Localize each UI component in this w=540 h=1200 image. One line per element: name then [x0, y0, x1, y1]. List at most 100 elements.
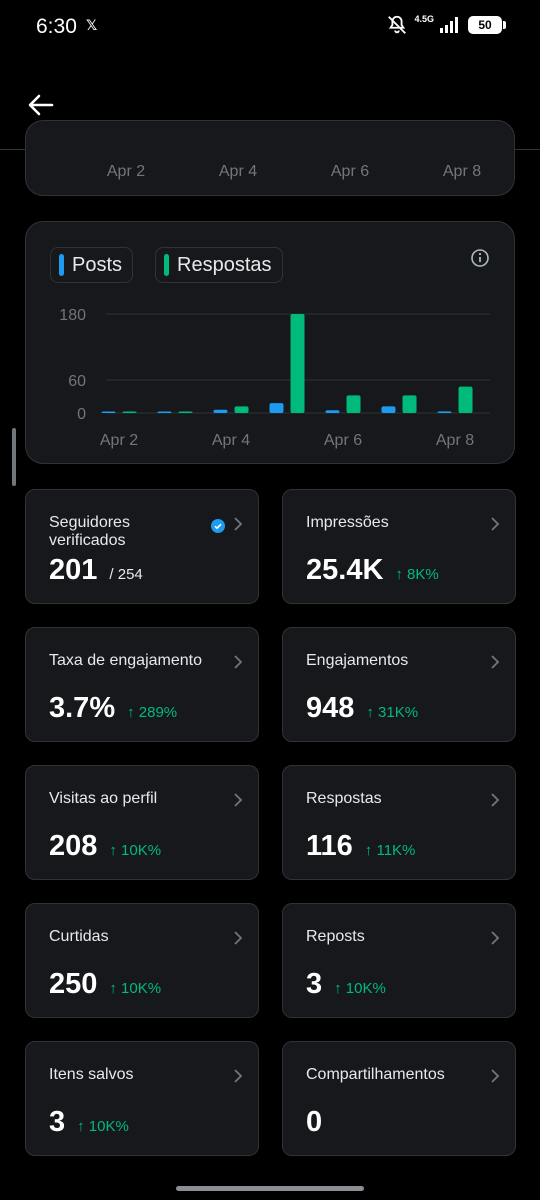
x-tick-label: Apr 4 — [218, 163, 258, 180]
scrollbar[interactable] — [12, 428, 16, 486]
metric-delta: ↑ 10K% — [109, 842, 162, 859]
legend-posts-label: Posts — [72, 253, 123, 276]
x-tick-label: Apr 8 — [442, 163, 482, 180]
legend-swatch-respostas — [164, 254, 170, 276]
metric-card[interactable]: Impressões 25.4K ↑ 8K% — [282, 489, 516, 604]
metric-value: 948 — [306, 692, 355, 724]
info-icon[interactable] — [470, 248, 490, 268]
chevron-right-icon — [234, 1069, 243, 1083]
x-logo-icon: 𝕏 — [86, 17, 98, 33]
metric-value-row: 3 ↑ 10K% — [49, 1106, 129, 1139]
metric-delta: ↑ 289% — [127, 704, 178, 721]
metric-value: 3 — [306, 968, 323, 1000]
home-indicator[interactable] — [176, 1186, 364, 1191]
previous-chart-card: Apr 2 Apr 4 Apr 6 Apr 8 — [25, 120, 515, 196]
metric-value-row: 948 ↑ 31K% — [306, 692, 418, 725]
verified-badge-icon — [211, 519, 225, 533]
chevron-right-icon — [234, 655, 243, 669]
bar-posts — [213, 409, 228, 413]
status-icons: 4.5G 50 — [386, 14, 506, 36]
metric-label: Itens salvos — [49, 1066, 134, 1083]
bar-chart: 0 60 180 Apr 2 Apr 4 Apr 6 Apr 8 — [59, 307, 490, 449]
metric-value: 201 — [49, 554, 98, 586]
bar-respostas — [122, 411, 137, 413]
metric-value: 208 — [49, 830, 98, 862]
metric-card[interactable]: Curtidas 250 ↑ 10K% — [25, 903, 259, 1018]
activity-chart-card: Posts Respostas 0 60 180 Apr 2 Apr 4 Apr 6 Apr… — [25, 221, 515, 464]
metric-label: Taxa de engajamento — [49, 652, 202, 669]
back-arrow-icon[interactable] — [24, 88, 58, 122]
metric-label: Respostas — [306, 790, 382, 807]
bar-respostas — [458, 386, 473, 413]
network-type: 4.5G — [414, 14, 434, 24]
metric-card[interactable]: Compartilhamentos 0 — [282, 1041, 516, 1156]
metric-label: Impressões — [306, 514, 389, 531]
x-tick-label: Apr 2 — [106, 163, 146, 180]
legend-respostas-label: Respostas — [177, 253, 272, 276]
metric-label: Reposts — [306, 928, 365, 945]
metric-label: Compartilhamentos — [306, 1066, 445, 1083]
bar-respostas — [234, 406, 249, 413]
chevron-right-icon — [234, 793, 243, 807]
metric-value-row: 0 — [306, 1106, 322, 1139]
chart-legend: Posts Respostas — [50, 247, 283, 283]
x-tick-label: Apr 4 — [212, 432, 250, 449]
chevron-right-icon — [491, 655, 500, 669]
y-tick-label: 60 — [68, 373, 86, 390]
mute-icon — [388, 15, 407, 34]
x-tick-label: Apr 6 — [324, 432, 362, 449]
metric-value-row: 3 ↑ 10K% — [306, 968, 386, 1001]
metric-value: 25.4K — [306, 554, 384, 586]
chevron-right-icon — [234, 931, 243, 945]
metric-value: 250 — [49, 968, 98, 1000]
x-tick-label: Apr 8 — [436, 432, 474, 449]
metric-value: 3 — [49, 1106, 66, 1138]
metric-value-row: 201 / 254 — [49, 554, 143, 587]
metric-total: / 254 — [109, 566, 143, 583]
chevron-right-icon — [491, 931, 500, 945]
metric-card[interactable]: Engajamentos 948 ↑ 31K% — [282, 627, 516, 742]
battery-icon: 50 — [468, 16, 506, 34]
metric-label: Engajamentos — [306, 652, 409, 669]
signal-icon — [440, 17, 458, 33]
bar-respostas — [402, 395, 417, 413]
metric-card[interactable]: Itens salvos 3 ↑ 10K% — [25, 1041, 259, 1156]
chevron-right-icon — [491, 517, 500, 531]
metric-value-row: 250 ↑ 10K% — [49, 968, 161, 1001]
metric-value-row: 208 ↑ 10K% — [49, 830, 161, 863]
metric-label: Visitas ao perfil — [49, 790, 158, 807]
metric-value-row: 3.7% ↑ 289% — [49, 692, 177, 725]
metric-card[interactable]: Reposts 3 ↑ 10K% — [282, 903, 516, 1018]
metric-label: Seguidores verificados — [49, 514, 130, 549]
status-time: 6:30 — [36, 15, 77, 38]
metric-value-row: 116 ↑ 11K% — [306, 830, 415, 863]
chevron-right-icon — [491, 1069, 500, 1083]
x-tick-label: Apr 6 — [330, 163, 370, 180]
metric-delta: ↑ 10K% — [109, 980, 162, 997]
bar-respostas — [178, 411, 193, 413]
metric-delta: ↑ 8K% — [395, 566, 439, 583]
status-bar: 6:30 𝕏 4.5G 50 — [0, 0, 540, 52]
bar-posts — [325, 410, 340, 413]
bar-posts — [101, 411, 116, 413]
metric-card[interactable]: Respostas 116 ↑ 11K% — [282, 765, 516, 880]
metric-value-row: 25.4K ↑ 8K% — [306, 554, 439, 587]
metric-label: Curtidas — [49, 928, 109, 945]
metric-delta: ↑ 11K% — [364, 842, 416, 859]
chevron-right-icon — [234, 517, 243, 531]
metric-value: 0 — [306, 1106, 323, 1138]
legend-posts[interactable]: Posts — [50, 247, 134, 283]
metric-delta: ↑ 10K% — [334, 980, 386, 997]
bar-respostas — [290, 314, 305, 413]
bar-respostas — [346, 395, 361, 413]
y-tick-label: 0 — [77, 406, 86, 423]
legend-respostas[interactable]: Respostas — [155, 247, 283, 283]
metric-card[interactable]: Seguidores verificados 201 / 254 — [25, 489, 259, 604]
metric-value: 116 — [306, 830, 353, 862]
x-tick-label: Apr 2 — [100, 432, 138, 449]
bar-posts — [437, 411, 452, 413]
chevron-right-icon — [491, 793, 500, 807]
bar-posts — [381, 406, 396, 413]
metric-card[interactable]: Taxa de engajamento 3.7% ↑ 289% — [25, 627, 259, 742]
metric-card[interactable]: Visitas ao perfil 208 ↑ 10K% — [25, 765, 259, 880]
